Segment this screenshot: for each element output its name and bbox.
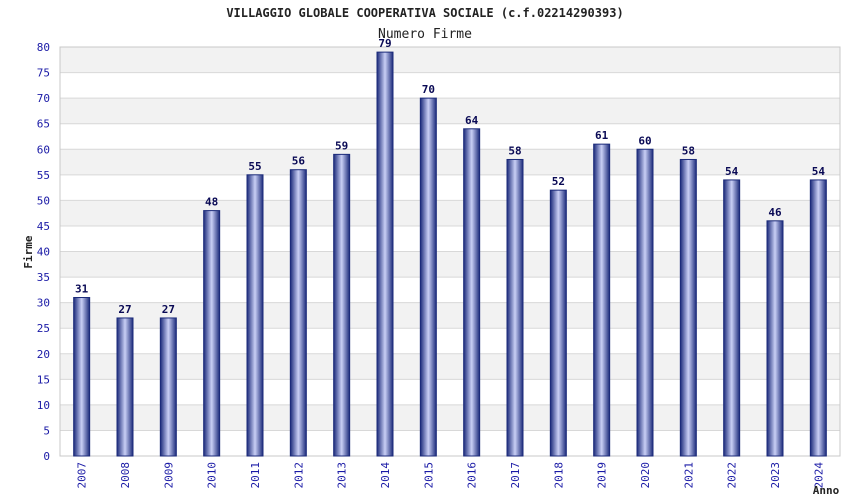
x-tick-label: 2010 (206, 462, 219, 489)
data-label: 59 (335, 139, 348, 152)
data-label: 31 (75, 283, 89, 296)
plot-frame (59, 46, 841, 457)
y-tick-label: 5 (43, 424, 50, 437)
data-label: 54 (812, 165, 826, 178)
data-label: 27 (162, 303, 175, 316)
y-tick-label: 60 (37, 143, 50, 156)
x-tick-label: 2015 (422, 462, 435, 489)
bar (333, 153, 351, 457)
y-tick-label: 65 (37, 118, 50, 131)
data-label: 55 (248, 160, 261, 173)
data-label: 46 (768, 206, 782, 219)
bar (203, 210, 221, 457)
x-tick-label: 2012 (292, 462, 305, 489)
x-tick-label: 2022 (726, 462, 739, 489)
x-tick-label: 2009 (162, 462, 175, 489)
bar (766, 220, 784, 457)
bar (376, 51, 394, 457)
bar (593, 143, 611, 457)
grid-band (60, 200, 840, 226)
bar (116, 317, 134, 457)
data-label: 54 (725, 165, 739, 178)
x-tick-label: 2017 (509, 462, 522, 489)
data-label: 27 (118, 303, 131, 316)
y-axis-label: Firme (22, 235, 35, 268)
grid-bands (60, 47, 840, 431)
bar (246, 174, 264, 457)
bar (289, 169, 307, 457)
bar (506, 158, 524, 457)
y-tick-label: 30 (37, 297, 50, 310)
chart-subtitle: Numero Firme (378, 27, 472, 42)
y-tick-label: 70 (37, 92, 50, 105)
grid-band (60, 251, 840, 278)
y-tick-label: 45 (37, 220, 50, 233)
data-label: 70 (422, 83, 435, 96)
x-tick-label: 2020 (639, 462, 652, 489)
data-label: 58 (508, 144, 521, 157)
grid-band (60, 47, 840, 73)
bar (636, 148, 654, 457)
y-tick-label: 75 (37, 67, 50, 80)
grid-band (60, 98, 840, 124)
y-tick-label: 80 (37, 41, 50, 54)
x-tick-label: 2018 (552, 462, 565, 489)
x-tick-label: 2011 (249, 462, 262, 489)
x-tick-label: 2016 (466, 462, 479, 489)
x-tick-label: 2014 (379, 462, 392, 489)
chart-title: VILLAGGIO GLOBALE COOPERATIVA SOCIALE (c… (226, 6, 623, 20)
x-tick-label: 2007 (76, 462, 89, 489)
data-label: 61 (595, 129, 609, 142)
data-label: 52 (552, 175, 565, 188)
bar (463, 128, 481, 457)
grid-band (60, 353, 840, 380)
bar (73, 297, 91, 457)
value-labels: 31 27 27 48 55 56 59 79 70 64 58 52 61 60 58 54 46 54 (75, 37, 825, 316)
y-tick-label: 0 (43, 450, 50, 463)
y-tick-label: 20 (37, 348, 50, 361)
data-label: 79 (378, 37, 391, 50)
bar (723, 179, 741, 457)
data-label: 58 (682, 144, 695, 157)
y-tick-label: 10 (37, 399, 50, 412)
y-tick-label: 35 (37, 271, 50, 284)
data-label: 60 (638, 134, 651, 147)
grid-band (60, 302, 840, 329)
bar (679, 158, 697, 457)
y-tick-label: 40 (37, 246, 50, 259)
data-label: 48 (205, 196, 218, 209)
data-label: 64 (465, 114, 479, 127)
grid-band (60, 404, 840, 431)
y-tick-label: 25 (37, 322, 50, 335)
data-label: 56 (292, 155, 306, 168)
grid-band (60, 149, 840, 175)
x-tick-label: 2023 (769, 462, 782, 489)
x-axis-ticks: 2007 2008 2009 2010 2011 2012 2013 2014 2015 2016… (76, 462, 826, 489)
bar (419, 97, 437, 457)
x-axis-label: Anno (813, 484, 840, 497)
bar (809, 179, 827, 457)
x-tick-label: 2008 (119, 462, 132, 489)
y-axis-ticks: 0 5 10 15 20 25 30 35 40 45 50 55 60 65 70 75 80 (37, 41, 50, 463)
x-tick-label: 2013 (336, 462, 349, 489)
bars (73, 51, 827, 457)
y-tick-label: 50 (37, 194, 50, 207)
y-tick-label: 15 (37, 373, 50, 386)
x-tick-label: 2019 (596, 462, 609, 489)
x-tick-label: 2024 (812, 462, 825, 489)
bar (549, 189, 567, 457)
y-tick-label: 55 (37, 169, 50, 182)
x-tick-label: 2021 (682, 462, 695, 489)
bar (159, 317, 177, 457)
